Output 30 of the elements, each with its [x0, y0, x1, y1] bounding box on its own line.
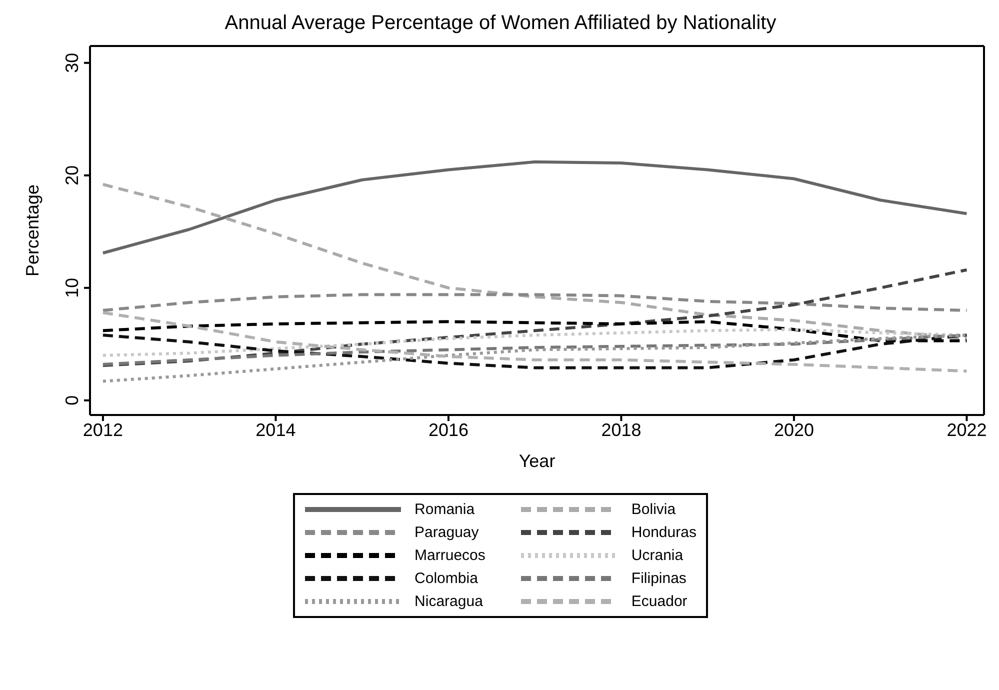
legend-label: Ucrania: [631, 547, 684, 564]
y-tick-label: 0: [62, 395, 82, 406]
chart-title: Annual Average Percentage of Women Affiliated by Nationality: [224, 11, 778, 36]
x-tick-label: 2022: [946, 420, 987, 440]
line-series: [101, 160, 968, 254]
legend-label: Marruecos: [414, 547, 486, 564]
line-series: [101, 268, 968, 367]
y-tick-label: 20: [62, 165, 82, 186]
y-axis-title: Percentage: [22, 184, 42, 277]
x-tick-label: 2012: [82, 420, 123, 440]
legend-label: Bolivia: [631, 501, 676, 518]
line-series: [101, 311, 968, 373]
legend-label: Filipinas: [631, 570, 686, 587]
line-series: [101, 320, 968, 342]
line-series: [101, 293, 968, 312]
y-tick-label: 10: [62, 278, 82, 298]
legend-label: Nicaragua: [414, 593, 483, 610]
x-tick-label: 2014: [256, 420, 296, 440]
x-tick-label: 2020: [774, 420, 814, 440]
legend-label: Colombia: [414, 570, 478, 587]
legend-label: Honduras: [631, 524, 696, 541]
x-tick-label: 2016: [428, 420, 468, 440]
line-series: [101, 182, 968, 340]
line-series: [101, 334, 968, 383]
legend-label: Ecuador: [631, 593, 688, 610]
y-tick-label: 30: [62, 52, 82, 73]
legend-label: Romania: [414, 501, 475, 518]
x-axis-title: Year: [518, 451, 556, 471]
legend-label: Paraguay: [414, 524, 479, 541]
x-tick-label: 2018: [601, 420, 642, 440]
